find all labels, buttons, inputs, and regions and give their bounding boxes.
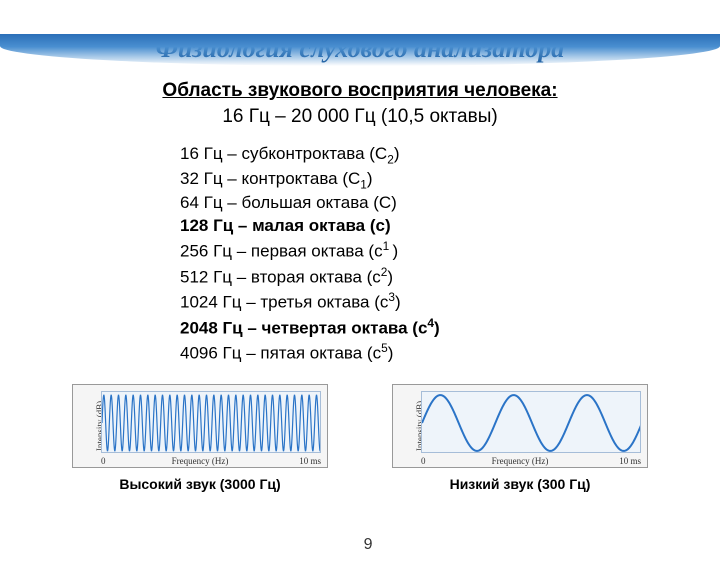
page-number: 9 (364, 536, 373, 554)
xlabel: Frequency (Hz) (492, 456, 549, 466)
chart-low-frame: Intensity (dB) 0 Frequency (Hz) 10 ms (392, 384, 648, 468)
chart-low: Intensity (dB) 0 Frequency (Hz) 10 ms Ни… (392, 384, 648, 492)
subtitle-range: 16 Гц – 20 000 Гц (10,5 октавы) (0, 104, 720, 130)
octave-row: 32 Гц – контроктава (C1) (180, 168, 720, 192)
octave-row: 16 Гц – субконтроктава (C2) (180, 143, 720, 167)
x-tick-1: 10 ms (619, 456, 641, 466)
octave-row: 2048 Гц – четвертая октава (c4) (180, 315, 720, 341)
x-tick-0: 0 (421, 456, 426, 466)
chart-high-plot (101, 391, 321, 453)
xlabel: Frequency (Hz) (172, 456, 229, 466)
octave-row: 128 Гц – малая октава (c) (180, 215, 720, 238)
octave-row: 512 Гц – вторая октава (c2) (180, 264, 720, 290)
octave-row: 1024 Гц – третья октава (c3) (180, 289, 720, 315)
octave-row: 64 Гц – большая октава (C) (180, 192, 720, 215)
chart-high-caption: Высокий звук (3000 Гц) (119, 476, 280, 492)
x-tick-0: 0 (101, 456, 106, 466)
octave-row: 4096 Гц – пятая октава (c5) (180, 340, 720, 366)
subtitle-heading: Область звукового восприятия человека: (0, 78, 720, 104)
chart-high-frame: Intensity (dB) 0 Frequency (Hz) 10 ms (72, 384, 328, 468)
octave-list: 16 Гц – субконтроктава (C2)32 Гц – контр… (180, 143, 720, 366)
x-tick-1: 10 ms (299, 456, 321, 466)
subtitle-block: Область звукового восприятия человека: 1… (0, 78, 720, 129)
chart-low-caption: Низкий звук (300 Гц) (450, 476, 591, 492)
charts-row: Intensity (dB) 0 Frequency (Hz) 10 ms Вы… (0, 384, 720, 492)
chart-high: Intensity (dB) 0 Frequency (Hz) 10 ms Вы… (72, 384, 328, 492)
octave-row: 256 Гц – первая октава (c1 ) (180, 238, 720, 264)
chart-low-plot (421, 391, 641, 453)
